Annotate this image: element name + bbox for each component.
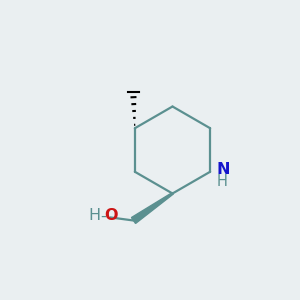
Text: H: H bbox=[217, 174, 228, 189]
Text: N: N bbox=[217, 162, 230, 177]
Text: -: - bbox=[100, 208, 106, 224]
Polygon shape bbox=[131, 193, 173, 224]
Text: O: O bbox=[104, 208, 118, 224]
Text: H: H bbox=[88, 208, 101, 224]
